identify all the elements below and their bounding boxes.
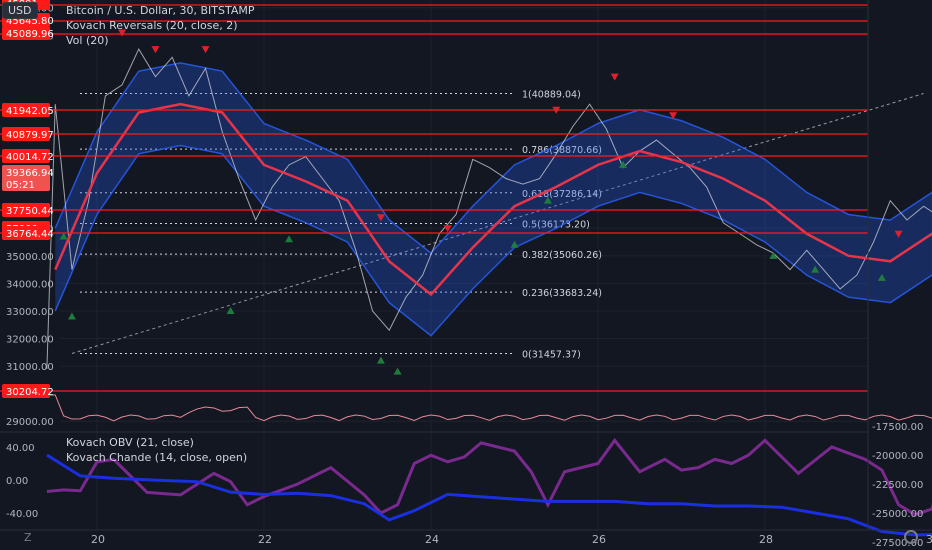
- x-tick-label: 24: [425, 533, 439, 546]
- up-marker: [877, 273, 886, 281]
- main-legend: Bitcoin / U.S. Dollar, 30, BITSTAMP Kova…: [66, 3, 255, 48]
- fib-label: 0.618(37286.14): [522, 189, 602, 200]
- legend-volume[interactable]: Vol (20): [66, 34, 109, 47]
- up-marker: [543, 196, 552, 204]
- down-marker: [201, 46, 210, 54]
- price-tag-text: 30204.72: [6, 387, 54, 398]
- down-marker: [669, 112, 678, 120]
- fib-label: 0.5(36173.20): [522, 219, 590, 230]
- down-marker: [376, 214, 385, 222]
- y-tick-label: 29000.00: [6, 417, 54, 428]
- lower-legend: Kovach OBV (21, close) Kovach Chande (14…: [66, 435, 247, 465]
- lower-y-tick-left: 40.00: [6, 443, 35, 454]
- up-marker: [376, 356, 385, 364]
- price-tag: [2, 226, 50, 240]
- lower-y-tick-right: -22500.00: [872, 480, 923, 491]
- x-tick-label: 26: [592, 533, 606, 546]
- x-tick-label: 22: [258, 533, 272, 546]
- fib-label: 0(31457.37): [522, 349, 581, 360]
- price-tag: [2, 165, 50, 179]
- lower-y-tick-right: -20000.00: [872, 451, 923, 462]
- y-tick-label: 32000.00: [6, 335, 54, 346]
- lower-y-tick-right: -27500.00: [872, 538, 923, 549]
- envelope-lower: [54, 144, 932, 337]
- price-tag: [2, 177, 50, 191]
- y-tick-label: 31000.00: [6, 362, 54, 373]
- zoom-button[interactable]: Z: [24, 531, 32, 544]
- y-tick-label: 35000.00: [6, 252, 54, 263]
- envelope-area: [55, 62, 932, 336]
- legend-obv[interactable]: Kovach OBV (21, close): [66, 436, 194, 449]
- reversal-markers: [59, 29, 903, 375]
- price-labels: 4589145645.8045089.9641942.0540879.97400…: [2, 0, 54, 398]
- down-marker: [894, 230, 903, 238]
- legend-chande[interactable]: Kovach Chande (14, close, open): [66, 451, 248, 464]
- fib-label: 0.236(33683.24): [522, 288, 602, 299]
- down-marker: [610, 73, 619, 81]
- resistance-levels: [0, 4, 868, 392]
- up-marker: [811, 265, 820, 273]
- fib-label: 1(40889.04): [522, 89, 581, 100]
- up-marker: [226, 306, 235, 314]
- y-tick-label: 33000.00: [6, 307, 54, 318]
- obv-line: [46, 437, 932, 517]
- x-tick-label: 20: [91, 533, 105, 546]
- down-marker: [151, 46, 160, 54]
- ema-line: [54, 102, 932, 297]
- price-tag-text: 41942.05: [6, 106, 54, 117]
- x-tick-label: 30: [926, 533, 932, 546]
- price-tag: [2, 26, 50, 40]
- chande-line: [46, 453, 932, 537]
- price-tag-text: 36764.44: [6, 229, 54, 240]
- price-tag: [2, 203, 50, 217]
- lower-pane: [46, 437, 932, 537]
- price-tag-text: 37750.44: [6, 206, 54, 217]
- y-tick-label: 34000.00: [6, 279, 54, 290]
- lower-y-tick-left: 0.00: [6, 476, 28, 487]
- price-tag: [2, 103, 50, 117]
- currency-selector[interactable]: USD: [2, 2, 38, 19]
- fib-label: 0.786(38870.66): [522, 145, 602, 156]
- down-marker: [443, 225, 452, 233]
- price-tag-text: 45645.80: [6, 16, 54, 27]
- up-marker: [510, 240, 519, 248]
- up-marker: [769, 251, 778, 259]
- symbol-title[interactable]: Bitcoin / U.S. Dollar, 30, BITSTAMP: [66, 4, 255, 17]
- up-marker: [619, 160, 628, 168]
- up-marker: [59, 232, 68, 240]
- lower-y-tick-right: -17500.00: [872, 422, 923, 433]
- price-tag-text: 40879.97: [6, 130, 54, 141]
- volume-bars: [46, 394, 932, 422]
- price-tag-text: 05:21: [6, 180, 35, 191]
- price-tag: [2, 149, 50, 163]
- price-tag: [2, 127, 50, 141]
- gear-icon[interactable]: [904, 530, 918, 544]
- price-tag-text: 40014.72: [6, 152, 54, 163]
- down-marker: [118, 29, 127, 37]
- up-marker: [285, 235, 294, 243]
- lower-y-tick-left: -40.00: [6, 509, 38, 520]
- up-marker: [393, 367, 402, 375]
- price-tag: [2, 384, 50, 398]
- legend-reversals[interactable]: Kovach Reversals (20, close, 2): [66, 19, 238, 32]
- up-marker: [67, 312, 76, 320]
- fib-label: 0.382(35060.26): [522, 250, 602, 261]
- right-axis-bg: [868, 0, 932, 550]
- down-marker: [552, 106, 561, 114]
- lower-y-tick-right: -25000.00: [872, 509, 923, 520]
- price-tag-text: 45089.96: [6, 29, 54, 40]
- price-tag-text: 39366.94: [6, 168, 54, 179]
- volume-ma: [46, 394, 932, 422]
- x-tick-label: 28: [759, 533, 773, 546]
